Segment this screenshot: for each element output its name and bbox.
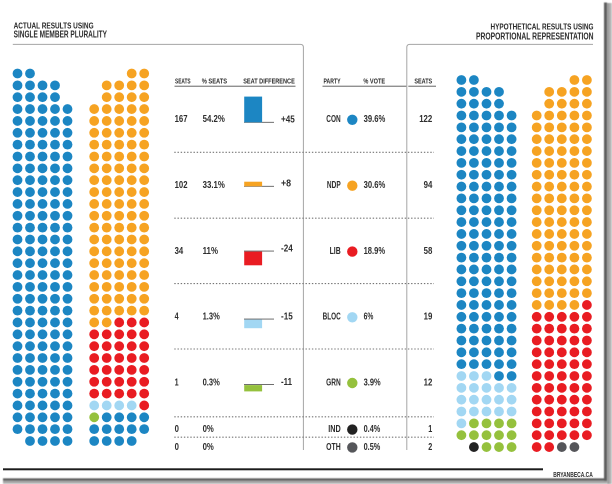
svg-text:94: 94 (424, 180, 433, 191)
svg-text:+45: +45 (281, 115, 295, 126)
svg-text:122: 122 (419, 114, 432, 125)
svg-text:33.1%: 33.1% (203, 180, 225, 191)
svg-text:GRN: GRN (326, 377, 341, 388)
svg-text:-11: -11 (281, 377, 292, 388)
svg-text:-24: -24 (281, 243, 293, 254)
svg-text:54.2%: 54.2% (203, 114, 225, 125)
svg-text:+8: +8 (281, 179, 291, 190)
svg-text:30.6%: 30.6% (364, 180, 386, 191)
svg-text:0: 0 (175, 424, 180, 435)
svg-text:% SEATS: % SEATS (202, 79, 228, 86)
svg-text:SEATS: SEATS (175, 79, 191, 86)
svg-text:2: 2 (428, 442, 432, 453)
svg-text:58: 58 (424, 246, 433, 257)
svg-text:0%: 0% (203, 424, 214, 435)
svg-text:11%: 11% (203, 246, 218, 257)
svg-text:NDP: NDP (327, 180, 341, 191)
svg-text:CON: CON (326, 114, 340, 125)
svg-text:34: 34 (175, 246, 184, 257)
svg-text:0.5%: 0.5% (364, 442, 381, 453)
svg-text:SEATS: SEATS (414, 79, 432, 86)
svg-text:12: 12 (424, 377, 433, 388)
svg-text:1.3%: 1.3% (203, 312, 220, 323)
svg-text:SINGLE MEMBER PLURALITY: SINGLE MEMBER PLURALITY (14, 30, 108, 41)
svg-text:0.4%: 0.4% (364, 424, 381, 435)
svg-text:0.3%: 0.3% (203, 377, 220, 388)
svg-text:4: 4 (175, 312, 179, 323)
svg-text:1: 1 (428, 424, 432, 435)
svg-text:3.9%: 3.9% (364, 377, 381, 388)
svg-text:102: 102 (175, 180, 188, 191)
svg-text:OTH: OTH (326, 442, 341, 453)
svg-text:0%: 0% (203, 442, 214, 453)
svg-text:1: 1 (175, 377, 179, 388)
svg-text:% VOTE: % VOTE (363, 79, 385, 86)
svg-text:39.6%: 39.6% (364, 114, 386, 125)
svg-text:18.9%: 18.9% (364, 246, 386, 257)
svg-text:BRYANBECA.CA: BRYANBECA.CA (553, 470, 593, 479)
svg-text:6%: 6% (364, 312, 374, 323)
svg-text:IND: IND (328, 424, 341, 435)
svg-text:PARTY: PARTY (324, 79, 341, 86)
svg-text:BLOC: BLOC (323, 312, 341, 323)
svg-text:0: 0 (175, 442, 180, 453)
svg-text:167: 167 (175, 114, 188, 125)
svg-text:PROPORTIONAL REPRESENTATION: PROPORTIONAL REPRESENTATION (476, 32, 594, 43)
svg-text:SEAT DIFFERENCE: SEAT DIFFERENCE (243, 79, 295, 86)
svg-text:ACTUAL RESULTS USING: ACTUAL RESULTS USING (14, 22, 94, 31)
svg-text:HYPOTHETICAL RESULTS USING: HYPOTHETICAL RESULTS USING (491, 23, 594, 32)
svg-text:19: 19 (424, 312, 433, 323)
svg-text:LIB: LIB (330, 246, 341, 257)
svg-text:-15: -15 (281, 311, 293, 322)
